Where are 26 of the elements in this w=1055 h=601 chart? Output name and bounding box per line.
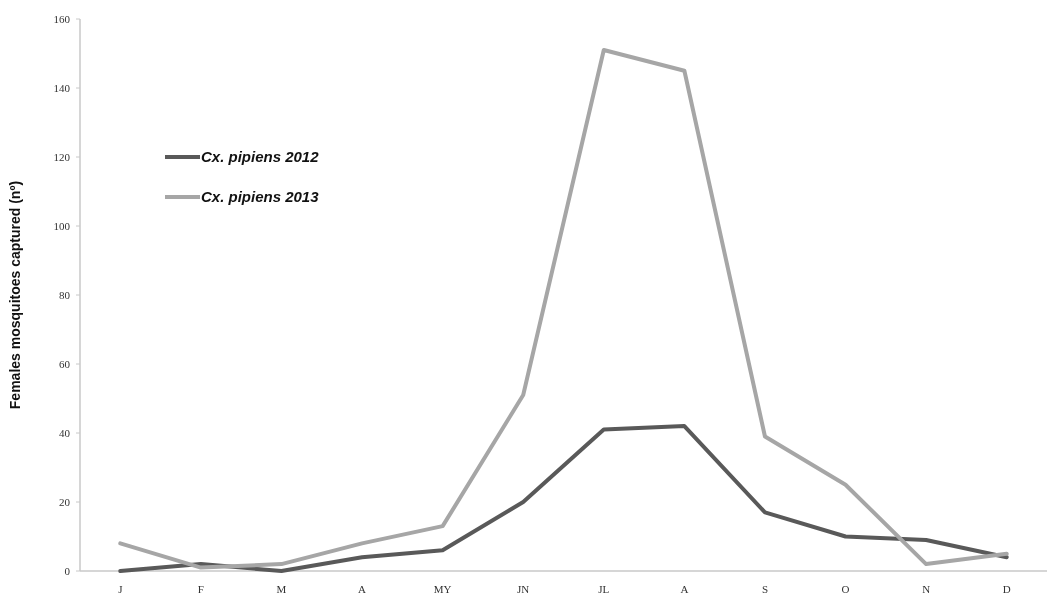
y-tick-label: 20 (59, 495, 71, 508)
y-axis-title: Females mosquitoes captured (nº) (7, 180, 23, 410)
y-tick-label: 160 (53, 12, 71, 25)
x-tick-label: MY (433, 583, 452, 595)
y-tick-label: 80 (59, 288, 71, 301)
x-tick-label: A (680, 583, 689, 595)
x-tick-label: D (1002, 583, 1011, 595)
x-tick-label: A (358, 583, 367, 595)
x-tick-label: JL (598, 583, 610, 595)
x-tick-label: JN (517, 583, 530, 595)
x-tick-label: M (276, 583, 287, 595)
x-tick-label: S (761, 583, 769, 595)
y-tick-label: 100 (53, 219, 71, 232)
y-tick-label: 140 (53, 81, 71, 94)
legend-label: Cx. pipiens 2013 (201, 188, 320, 206)
y-tick-label: 120 (53, 150, 71, 163)
line-series (118, 424, 1009, 573)
legend-label: Cx. pipiens 2012 (201, 148, 320, 166)
y-tick-label: 60 (59, 357, 71, 370)
y-tick-label: 40 (59, 426, 71, 439)
x-tick-label: N (922, 583, 931, 595)
x-tick-label: F (197, 583, 204, 595)
x-tick-label: J (118, 583, 124, 595)
x-tick-label: O (841, 583, 850, 595)
y-tick-label: 0 (64, 564, 71, 577)
line-series (118, 48, 1009, 570)
